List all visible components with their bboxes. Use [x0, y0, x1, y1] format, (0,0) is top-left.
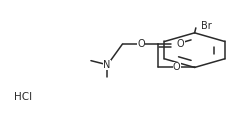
- Text: O: O: [137, 39, 145, 49]
- Text: Br: Br: [201, 21, 212, 31]
- Text: HCl: HCl: [14, 92, 32, 102]
- Text: O: O: [173, 62, 180, 72]
- Text: N: N: [104, 60, 111, 70]
- Text: O: O: [177, 39, 184, 49]
